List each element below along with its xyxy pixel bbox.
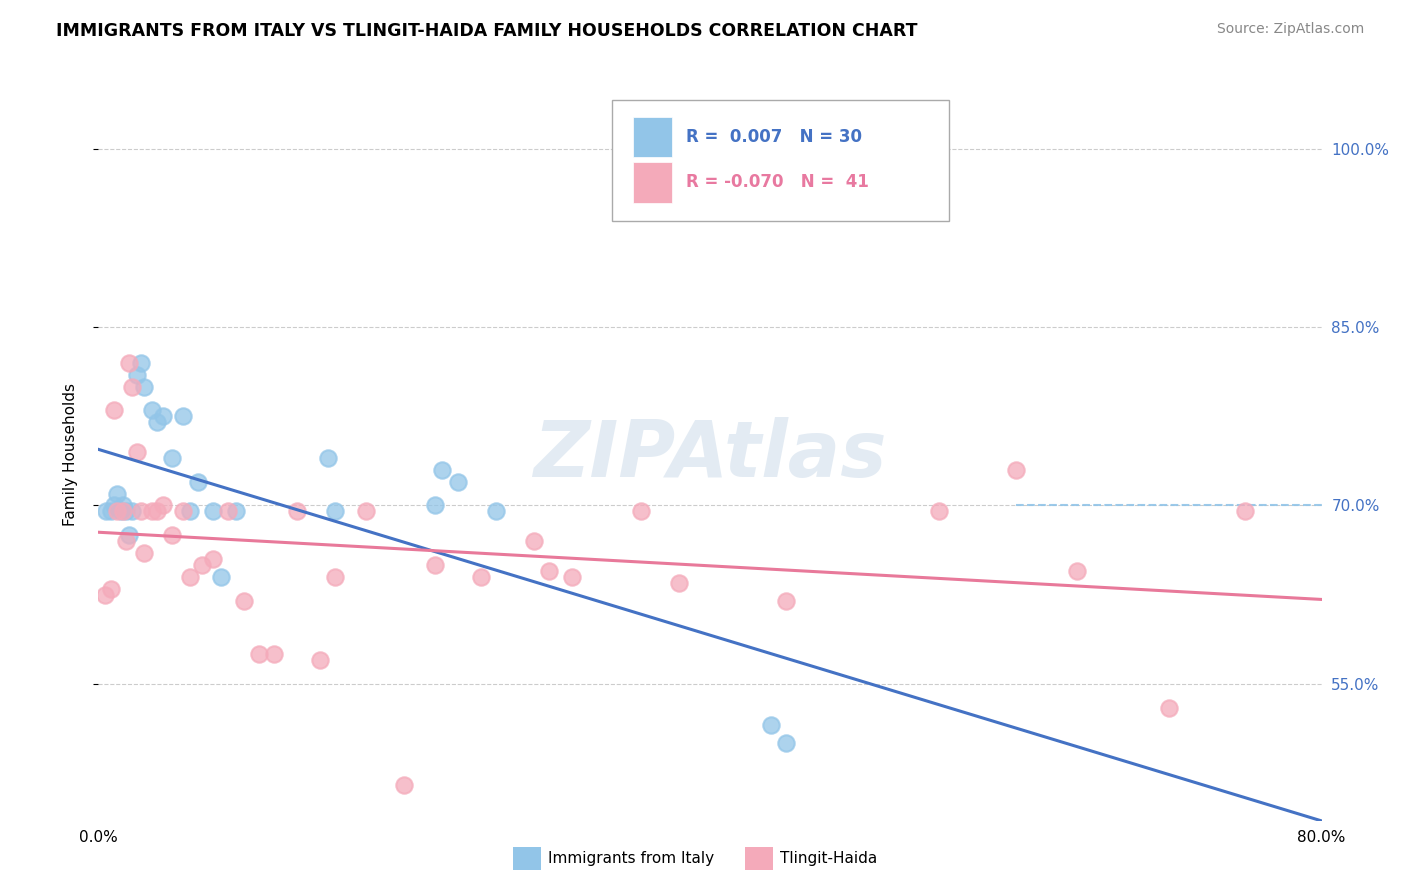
Point [432, 463, 454, 477]
Text: Immigrants from Italy: Immigrants from Italy [548, 852, 714, 866]
Point [105, 486, 128, 500]
Point [134, 379, 156, 393]
Point [325, 570, 347, 584]
Point [523, 534, 546, 549]
Point [263, 647, 285, 661]
Point [309, 653, 332, 667]
Point [630, 504, 652, 518]
Point [561, 570, 583, 584]
Point [129, 504, 152, 518]
Point [103, 499, 125, 513]
Point [538, 564, 561, 578]
Point [202, 552, 225, 566]
Point [423, 558, 446, 572]
Point [160, 450, 183, 465]
Text: R = -0.070   N =  41: R = -0.070 N = 41 [686, 173, 869, 192]
Point [134, 546, 156, 560]
Point [447, 475, 470, 489]
Point [775, 593, 797, 607]
Point [247, 647, 270, 661]
Point [111, 504, 134, 518]
Point [392, 778, 416, 792]
Point [485, 504, 508, 518]
Point [316, 450, 339, 465]
Point [118, 356, 141, 370]
FancyBboxPatch shape [633, 117, 672, 157]
Point [1234, 504, 1257, 518]
Point [111, 499, 134, 513]
Point [217, 504, 239, 518]
Point [285, 504, 308, 518]
Point [209, 570, 232, 584]
Point [145, 415, 167, 429]
Point [125, 368, 148, 382]
Point [759, 718, 782, 732]
Y-axis label: Family Households: Family Households [63, 384, 77, 526]
Point [179, 504, 201, 518]
Point [100, 582, 122, 596]
Point [125, 445, 148, 459]
Point [325, 504, 347, 518]
Text: Tlingit-Haida: Tlingit-Haida [780, 852, 877, 866]
FancyBboxPatch shape [633, 162, 672, 202]
Point [775, 736, 797, 750]
FancyBboxPatch shape [612, 100, 949, 221]
Point [354, 504, 377, 518]
Point [225, 504, 247, 518]
Point [152, 499, 174, 513]
Point [160, 528, 183, 542]
Point [93, 588, 115, 602]
Point [129, 356, 152, 370]
Point [191, 558, 214, 572]
Point [202, 504, 225, 518]
Point [187, 475, 209, 489]
Point [121, 379, 143, 393]
Point [105, 504, 128, 518]
Point [928, 504, 950, 518]
Point [145, 504, 167, 518]
Point [115, 504, 138, 518]
Point [668, 575, 690, 590]
Point [172, 409, 194, 424]
Text: ZIPAtlas: ZIPAtlas [533, 417, 887, 493]
Point [172, 504, 194, 518]
Point [141, 504, 163, 518]
Text: IMMIGRANTS FROM ITALY VS TLINGIT-HAIDA FAMILY HOUSEHOLDS CORRELATION CHART: IMMIGRANTS FROM ITALY VS TLINGIT-HAIDA F… [56, 22, 918, 40]
Text: R =  0.007   N = 30: R = 0.007 N = 30 [686, 128, 862, 146]
Point [152, 409, 174, 424]
Point [179, 570, 201, 584]
Point [1157, 700, 1180, 714]
Point [470, 570, 492, 584]
Point [1066, 564, 1088, 578]
Point [232, 593, 254, 607]
Point [1004, 463, 1026, 477]
Point [118, 528, 141, 542]
Point [115, 534, 138, 549]
Point [94, 504, 117, 518]
Text: Source: ZipAtlas.com: Source: ZipAtlas.com [1216, 22, 1364, 37]
Point [100, 504, 122, 518]
Point [103, 403, 125, 417]
Point [110, 504, 132, 518]
Point [121, 504, 143, 518]
Point [423, 499, 446, 513]
Point [141, 403, 163, 417]
